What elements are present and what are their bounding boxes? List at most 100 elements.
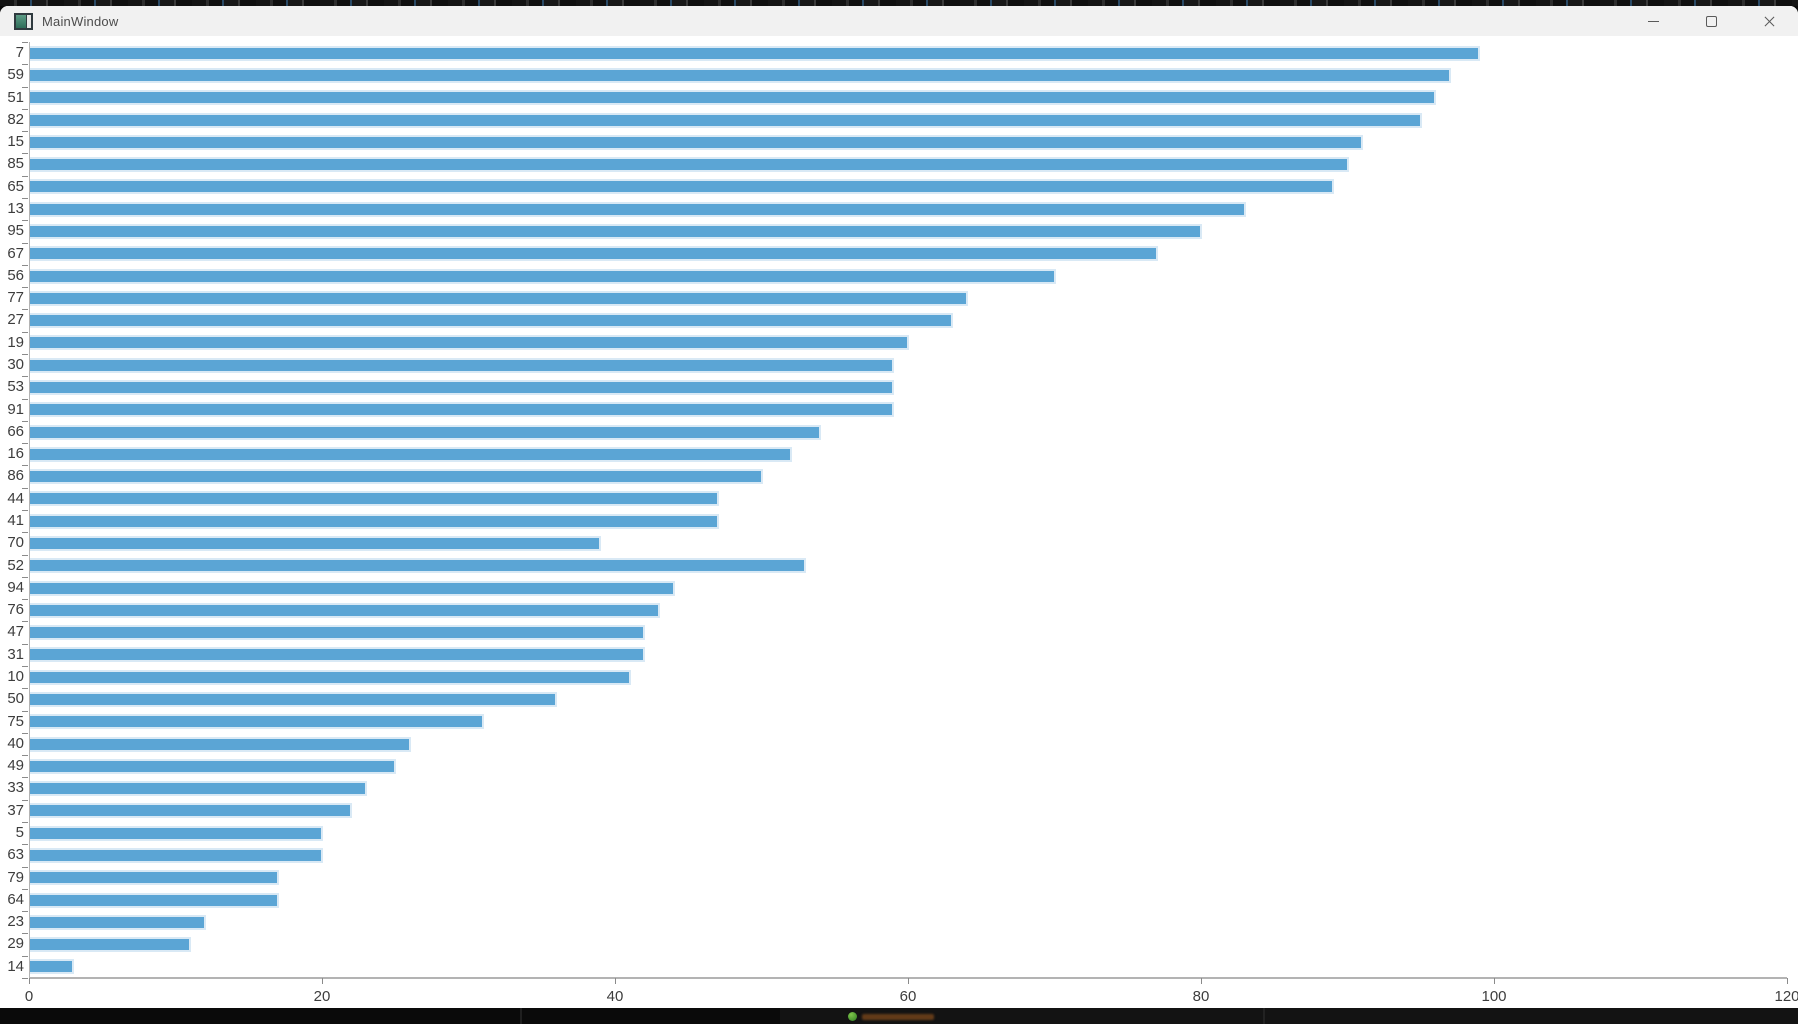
bar	[30, 959, 74, 975]
bar	[30, 714, 485, 730]
y-tick	[22, 309, 28, 311]
main-window: MainWindow 7 59 51 82 15 85 65 13 95 67 56 77 27 19 30…	[0, 6, 1798, 1008]
y-tick	[22, 777, 28, 779]
bar	[30, 602, 660, 618]
x-tick	[908, 978, 909, 984]
y-tick-label: 13	[7, 200, 24, 217]
bar	[30, 825, 323, 841]
x-tick-label: 80	[1192, 988, 1210, 1005]
maximize-icon	[1705, 15, 1717, 27]
y-tick-label: 41	[7, 512, 24, 529]
y-tick	[22, 755, 28, 757]
x-tick	[1787, 978, 1788, 984]
y-tick-label: 27	[7, 311, 24, 329]
bar	[30, 379, 895, 395]
y-tick	[22, 933, 28, 935]
y-tick-label: 94	[7, 578, 24, 596]
y-tick-label: 10	[7, 668, 24, 685]
y-tick	[22, 398, 28, 400]
y-tick-label: 76	[7, 601, 24, 619]
minimize-icon	[1647, 20, 1659, 22]
y-tick-label: 67	[7, 244, 24, 262]
bar	[30, 134, 1364, 150]
x-tick-label: 100	[1481, 988, 1507, 1005]
bar	[30, 179, 1334, 195]
y-tick	[22, 198, 28, 199]
y-tick	[22, 420, 28, 422]
x-tick-label: 0	[24, 988, 34, 1005]
bar	[30, 201, 1246, 217]
bar	[30, 691, 558, 707]
y-tick	[22, 866, 28, 868]
y-tick-label: 47	[7, 623, 24, 641]
taskbar-sliver[interactable]	[0, 1008, 1798, 1024]
y-tick	[22, 153, 28, 155]
taskbar-segment	[780, 1008, 1798, 1024]
y-tick-label: 59	[7, 66, 24, 84]
y-tick	[22, 354, 28, 355]
bar	[30, 402, 895, 418]
x-tick-label: 120	[1774, 988, 1798, 1005]
y-tick-label: 44	[7, 489, 24, 507]
bar	[30, 669, 631, 685]
y-tick-label: 7	[15, 44, 24, 61]
y-tick	[22, 175, 28, 177]
bar	[30, 446, 792, 462]
y-tick	[22, 42, 28, 43]
y-tick	[22, 955, 28, 957]
bar	[30, 758, 397, 774]
y-tick-label: 75	[7, 712, 24, 730]
y-tick	[22, 554, 28, 556]
x-tick	[1494, 978, 1495, 984]
y-tick	[22, 888, 28, 890]
chart-canvas: 7 59 51 82 15 85 65 13 95 67 56 77 27 19 30 53 91 66 16 86 4…	[0, 36, 1798, 1008]
close-icon	[1764, 16, 1775, 27]
y-tick-label: 23	[7, 913, 24, 931]
y-tick	[22, 844, 28, 846]
y-tick	[22, 465, 28, 467]
bar	[30, 736, 411, 752]
y-tick	[22, 621, 28, 623]
y-tick-label: 82	[7, 110, 24, 128]
y-tick-label: 33	[7, 779, 24, 797]
y-tick-label: 77	[7, 289, 24, 307]
bar	[30, 781, 367, 797]
bar	[30, 892, 280, 908]
y-tick	[22, 443, 28, 445]
bar	[30, 157, 1349, 173]
background-window-sliver-top	[0, 0, 1798, 6]
y-tick-label: 40	[7, 734, 24, 752]
y-tick	[22, 911, 28, 913]
bar	[30, 67, 1452, 83]
y-tick-label: 5	[15, 824, 24, 841]
bar	[30, 424, 822, 440]
y-tick-label: 70	[7, 534, 24, 552]
minimize-button[interactable]	[1624, 6, 1682, 36]
bar	[30, 914, 206, 930]
y-tick	[22, 978, 28, 979]
close-button[interactable]	[1740, 6, 1798, 36]
y-tick	[22, 710, 28, 712]
y-tick	[22, 242, 28, 244]
y-tick	[22, 287, 28, 289]
y-tick-label: 37	[7, 801, 24, 819]
y-tick-label: 49	[7, 757, 24, 775]
y-tick	[22, 131, 28, 133]
x-tick	[29, 978, 30, 984]
bar	[30, 112, 1422, 128]
bar	[30, 580, 675, 596]
y-tick-label: 66	[7, 422, 24, 440]
bar	[30, 357, 895, 373]
y-tick	[22, 799, 28, 801]
y-tick-label: 19	[7, 333, 24, 351]
bar	[30, 558, 807, 574]
x-tick	[614, 978, 616, 984]
window-controls	[1624, 6, 1798, 36]
y-tick	[22, 532, 28, 534]
y-tick-label: 85	[7, 155, 24, 173]
x-tick-label: 60	[899, 988, 917, 1005]
y-tick-label: 91	[7, 400, 24, 418]
maximize-button[interactable]	[1682, 6, 1740, 36]
x-tick-label: 40	[606, 988, 624, 1005]
titlebar[interactable]: MainWindow	[0, 6, 1798, 36]
